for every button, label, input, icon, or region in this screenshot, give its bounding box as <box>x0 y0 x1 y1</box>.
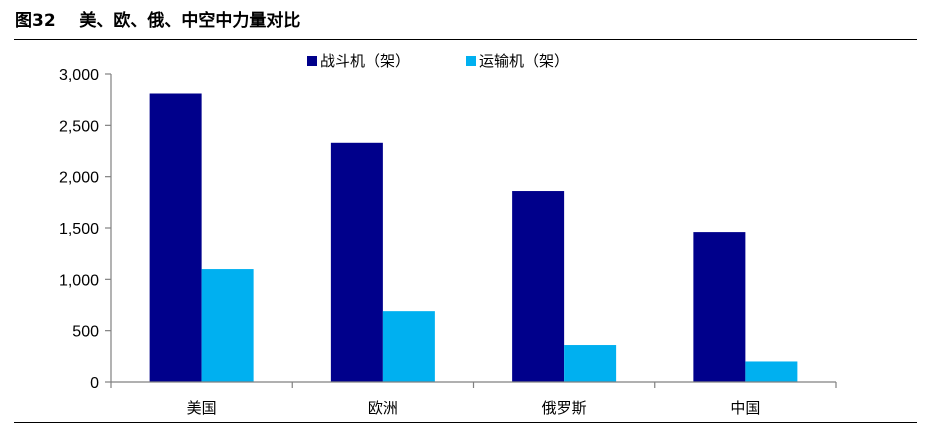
x-tick-label: 俄罗斯 <box>542 399 587 417</box>
bar-fighter-2 <box>512 191 565 382</box>
legend-label-fighter: 战斗机（架） <box>320 52 410 70</box>
bar-transport-0 <box>201 269 254 382</box>
legend-swatch-transport <box>466 56 476 66</box>
x-tick-label: 美国 <box>187 399 217 417</box>
bar-transport-1 <box>382 311 435 382</box>
figure-title: 图32 美、欧、俄、中空中力量对比 <box>15 11 301 31</box>
x-tick-label: 欧洲 <box>368 399 398 417</box>
y-tick-label: 2,500 <box>59 118 99 135</box>
x-tick-label: 中国 <box>730 399 760 417</box>
legend-label-transport: 运输机（架） <box>479 52 569 70</box>
bar-transport-3 <box>745 361 798 382</box>
y-tick-label: 1,500 <box>59 221 99 238</box>
bar-fighter-3 <box>693 232 746 382</box>
y-tick-label: 3,000 <box>59 67 99 84</box>
legend-swatch-fighter <box>307 56 317 66</box>
bar-fighter-0 <box>149 93 202 383</box>
y-tick-label: 500 <box>72 324 99 341</box>
y-tick-label: 2,000 <box>59 170 99 187</box>
top-rule <box>14 39 917 40</box>
bar-fighter-1 <box>330 142 383 382</box>
y-tick-label: 1,000 <box>59 272 99 289</box>
y-tick-label: 0 <box>90 375 99 392</box>
bottom-rule <box>14 422 917 423</box>
bar-transport-2 <box>564 345 617 382</box>
